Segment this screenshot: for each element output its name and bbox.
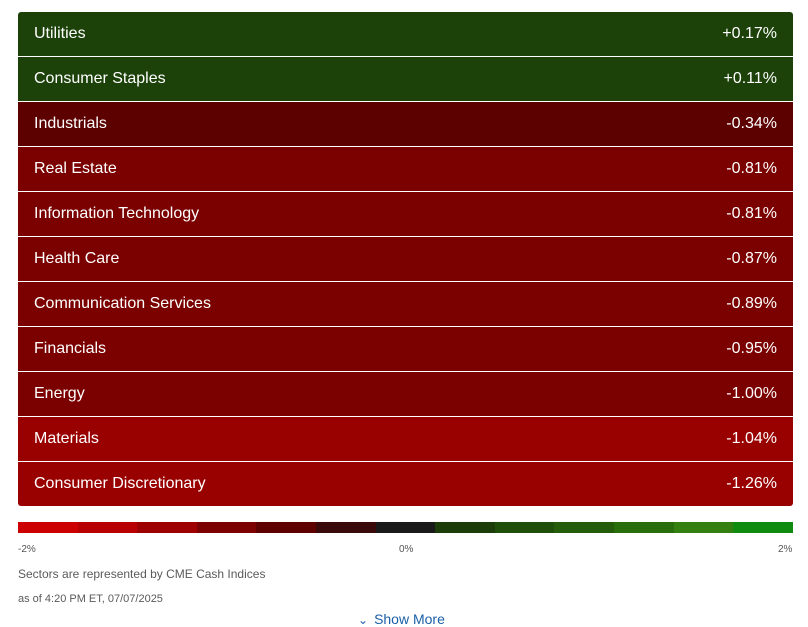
sector-name: Real Estate bbox=[34, 160, 117, 177]
sector-row[interactable]: Communication Services -0.89% bbox=[18, 282, 793, 327]
show-more-button[interactable]: ⌄ Show More bbox=[358, 611, 445, 627]
sector-row[interactable]: Utilities +0.17% bbox=[18, 12, 793, 57]
sector-row[interactable]: Consumer Discretionary -1.26% bbox=[18, 462, 793, 506]
sector-name: Information Technology bbox=[34, 205, 200, 222]
legend-swatch bbox=[18, 522, 78, 533]
legend-swatch bbox=[554, 522, 615, 533]
sector-name: Financials bbox=[34, 340, 107, 357]
sector-row[interactable]: Real Estate -0.81% bbox=[18, 147, 793, 192]
sector-change: -0.89% bbox=[726, 295, 777, 312]
legend-swatch bbox=[375, 522, 436, 533]
sector-change: -0.34% bbox=[726, 115, 777, 132]
legend-swatch bbox=[77, 522, 138, 533]
sector-change: -0.81% bbox=[726, 205, 777, 222]
sector-change: -1.04% bbox=[726, 430, 777, 447]
timestamp: as of 4:20 PM ET, 07/07/2025 bbox=[18, 593, 163, 605]
sector-name: Health Care bbox=[34, 250, 120, 267]
legend-swatch bbox=[673, 522, 734, 533]
legend-swatch bbox=[614, 522, 674, 533]
sector-change: -1.00% bbox=[726, 385, 777, 402]
sector-name: Consumer Staples bbox=[34, 70, 166, 87]
sector-name: Consumer Discretionary bbox=[34, 475, 206, 492]
legend-swatch bbox=[494, 522, 555, 533]
sector-name: Industrials bbox=[34, 115, 107, 132]
sector-name: Communication Services bbox=[34, 295, 211, 312]
sector-change: -0.95% bbox=[726, 340, 777, 357]
sector-change: -1.26% bbox=[726, 475, 777, 492]
sector-change: +0.11% bbox=[723, 70, 777, 87]
color-scale-legend bbox=[18, 522, 793, 533]
sector-row[interactable]: Industrials -0.34% bbox=[18, 102, 793, 147]
legend-mid-label: 0% bbox=[399, 544, 414, 555]
sector-change: -0.81% bbox=[726, 160, 777, 177]
sector-row[interactable]: Consumer Staples +0.11% bbox=[18, 57, 793, 102]
legend-swatch bbox=[316, 522, 376, 533]
legend-swatch bbox=[256, 522, 317, 533]
sector-name: Utilities bbox=[34, 25, 86, 42]
source-note: Sectors are represented by CME Cash Indi… bbox=[18, 567, 266, 581]
sector-name: Materials bbox=[34, 430, 99, 447]
legend-min-label: -2% bbox=[18, 544, 36, 555]
sector-row[interactable]: Health Care -0.87% bbox=[18, 237, 793, 282]
show-more-label: Show More bbox=[374, 611, 445, 627]
sector-row[interactable]: Materials -1.04% bbox=[18, 417, 793, 462]
sector-change: -0.87% bbox=[726, 250, 777, 267]
sector-row[interactable]: Information Technology -0.81% bbox=[18, 192, 793, 237]
chevron-down-icon: ⌄ bbox=[358, 613, 369, 627]
legend-swatch bbox=[733, 522, 793, 533]
sector-row[interactable]: Energy -1.00% bbox=[18, 372, 793, 417]
sector-name: Energy bbox=[34, 385, 85, 402]
legend-swatch bbox=[196, 522, 257, 533]
legend-max-label: 2% bbox=[778, 544, 793, 555]
sector-change: +0.17% bbox=[722, 25, 777, 42]
legend-swatch bbox=[435, 522, 495, 533]
sector-performance-table: Utilities +0.17% Consumer Staples +0.11% Ind… bbox=[18, 12, 793, 506]
legend-swatch bbox=[137, 522, 197, 533]
sector-row[interactable]: Financials -0.95% bbox=[18, 327, 793, 372]
